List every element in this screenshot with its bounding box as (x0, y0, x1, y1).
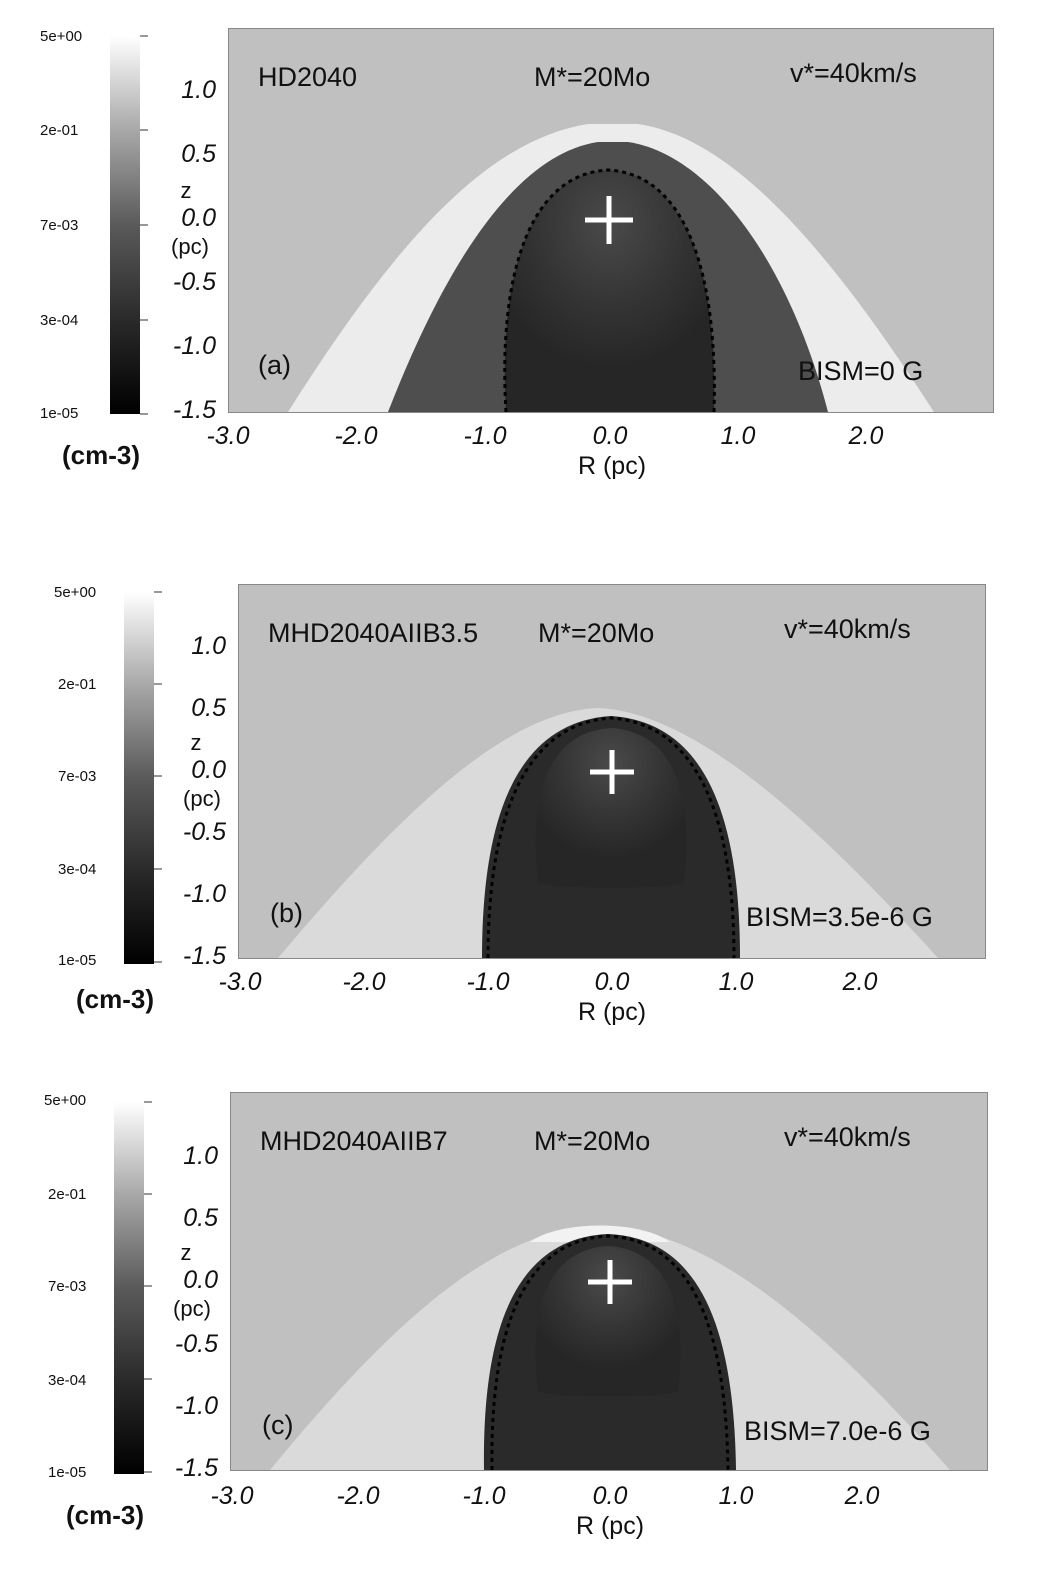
colorbar-unit: (cm-3) (76, 984, 155, 1014)
colorbar-tick-label: 1e-05 (40, 405, 79, 422)
density-map (230, 1092, 988, 1471)
r-tick-label: 1.0 (718, 1482, 754, 1510)
model-label: HD2040 (258, 62, 358, 92)
z-axis-unit: (pc) (183, 786, 221, 811)
colorbar-tick-label: 2e-01 (40, 122, 79, 139)
z-tick-label: -1.0 (172, 332, 216, 360)
model-label: MHD2040AIIB3.5 (268, 618, 479, 648)
mass-label: M*=20Mo (538, 618, 655, 648)
colorbar-tick-label: 3e-04 (58, 861, 97, 878)
z-tick-label: -1.5 (174, 1454, 218, 1482)
model-label: MHD2040AIIB7 (260, 1126, 448, 1156)
r-tick-label: 2.0 (844, 1482, 880, 1510)
r-tick-label: 1.0 (720, 422, 756, 450)
colorbar (124, 591, 162, 964)
r-tick-label: 2.0 (848, 422, 884, 450)
panel-letter: (c) (262, 1410, 294, 1440)
r-tick-label: -3.0 (210, 1482, 254, 1510)
colorbar-unit: (cm-3) (62, 440, 141, 470)
z-tick-label: -1.0 (174, 1392, 218, 1420)
z-axis-label: z (180, 1240, 192, 1265)
r-axis-label: R (pc) (577, 452, 647, 480)
colorbar-tick-label: 3e-04 (40, 312, 79, 329)
bfield-label: BISM=3.5e-6 G (746, 902, 933, 932)
r-tick-label: 2.0 (842, 968, 878, 996)
r-tick-label: -2.0 (336, 1482, 380, 1510)
z-tick-label: 1.0 (183, 1142, 218, 1170)
z-tick-label: 1.0 (181, 76, 216, 104)
colorbar-tick-label: 7e-03 (40, 217, 79, 234)
r-tick-label: -3.0 (206, 422, 250, 450)
bfield-label: BISM=7.0e-6 G (744, 1416, 931, 1446)
z-tick-label: -1.5 (172, 396, 216, 424)
r-tick-label: -1.0 (466, 968, 510, 996)
colorbar-tick-label: 1e-05 (58, 952, 97, 969)
r-tick-label: 0.0 (592, 1482, 628, 1510)
velocity-label: v*=40km/s (784, 614, 911, 644)
z-axis-label: z (190, 730, 202, 755)
colorbar-tick-label: 5e+00 (40, 28, 83, 45)
bfield-label: BISM=0 G (798, 356, 924, 386)
density-map (238, 584, 986, 959)
z-tick-label: 0.0 (191, 756, 226, 784)
r-tick-label: -2.0 (334, 422, 378, 450)
r-tick-label: -3.0 (218, 968, 262, 996)
z-tick-label: -1.0 (182, 880, 226, 908)
z-axis-unit: (pc) (173, 1296, 211, 1321)
colorbar-tick-label: 3e-04 (48, 1372, 87, 1389)
z-axis-unit: (pc) (171, 234, 209, 259)
r-axis-label: R (pc) (575, 1512, 645, 1540)
colorbar-tick-label: 2e-01 (48, 1186, 87, 1203)
colorbar-tick-label: 5e+00 (44, 1092, 87, 1109)
r-axis-label: R (pc) (577, 998, 647, 1026)
z-tick-label: 0.0 (181, 204, 216, 232)
colorbar-unit: (cm-3) (66, 1500, 145, 1530)
r-tick-label: 0.0 (594, 968, 630, 996)
z-axis-label: z (180, 178, 192, 203)
colorbar-tick-label: 2e-01 (58, 676, 97, 693)
z-tick-label: -0.5 (174, 1330, 218, 1358)
z-tick-label: -0.5 (172, 268, 216, 296)
r-tick-label: -1.0 (463, 422, 507, 450)
mass-label: M*=20Mo (534, 62, 651, 92)
z-tick-label: 0.5 (183, 1204, 218, 1232)
colorbar (114, 1101, 152, 1474)
z-tick-label: 0.5 (181, 140, 216, 168)
r-tick-label: -1.0 (462, 1482, 506, 1510)
panel-letter: (b) (270, 898, 303, 928)
z-tick-label: 0.5 (191, 694, 226, 722)
z-tick-label: -0.5 (182, 818, 226, 846)
mass-label: M*=20Mo (534, 1126, 651, 1156)
colorbar-tick-label: 1e-05 (48, 1464, 87, 1481)
velocity-label: v*=40km/s (790, 58, 917, 88)
z-tick-label: 0.0 (183, 1266, 218, 1294)
r-tick-label: -2.0 (342, 968, 386, 996)
colorbar (110, 35, 148, 415)
colorbar-tick-label: 7e-03 (48, 1278, 87, 1295)
z-tick-label: -1.5 (182, 942, 226, 970)
r-tick-label: 1.0 (718, 968, 754, 996)
colorbar-tick-label: 7e-03 (58, 768, 97, 785)
r-tick-label: 0.0 (592, 422, 628, 450)
velocity-label: v*=40km/s (784, 1122, 911, 1152)
density-map (228, 28, 994, 413)
colorbar-tick-label: 5e+00 (54, 584, 97, 601)
z-tick-label: 1.0 (191, 632, 226, 660)
panel-letter: (a) (258, 350, 291, 380)
